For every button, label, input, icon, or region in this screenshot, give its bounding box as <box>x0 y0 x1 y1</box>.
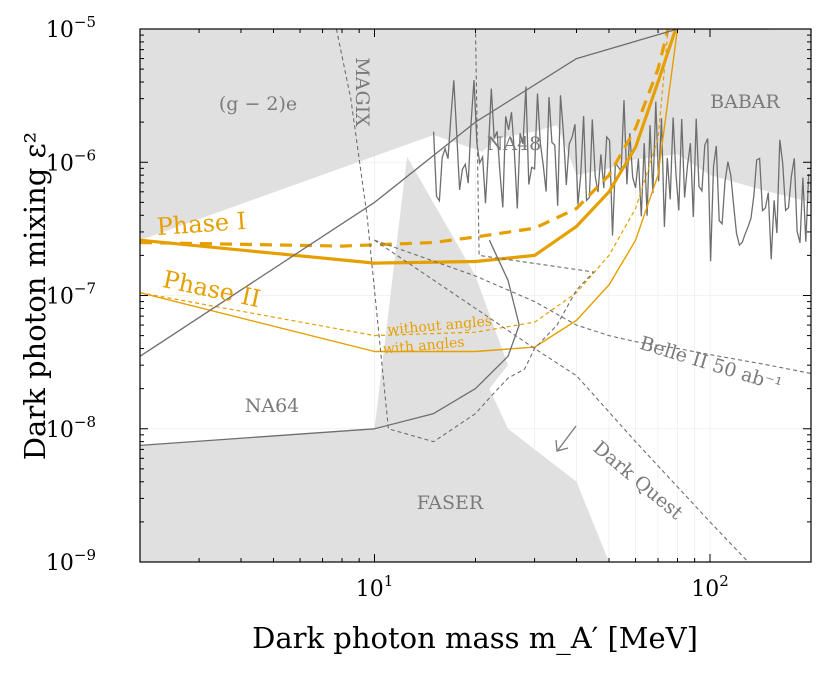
y-tick-label: 10−5 <box>46 13 96 43</box>
y-tick-label: 10−7 <box>46 280 96 310</box>
na64-label: NA64 <box>245 395 300 417</box>
x-axis-label: Dark photon mass m_A′ [MeV] <box>252 621 698 656</box>
curve-phase-ii-without-angles <box>140 29 669 337</box>
y-tick-label: 10−9 <box>46 546 96 576</box>
curve-na64-solid- <box>140 239 520 447</box>
x-tick-label: 101 <box>356 572 394 602</box>
g2e-label: (g − 2)e <box>219 93 297 115</box>
sensitivity-curves <box>140 29 811 562</box>
curve-magix-dashed- <box>335 29 595 443</box>
with-angles-label: with angles <box>382 334 465 357</box>
na48-label: NA48 <box>487 133 542 155</box>
curve-phase-ii-with-angles <box>140 29 679 353</box>
axis-ticks: 101 102 10−9 10−8 10−7 10−6 10−5 <box>46 13 812 602</box>
faser-label: FASER <box>417 492 484 514</box>
excluded-region-0 <box>140 29 811 241</box>
babar-label: BABAR <box>710 91 780 113</box>
curve--g-2-e-solid- <box>140 29 770 357</box>
darkquest-arrow-icon <box>555 425 577 452</box>
curve-dark-quest-dashed- <box>374 239 749 562</box>
y-tick-label: 10−8 <box>46 413 96 443</box>
y-tick-label: 10−6 <box>46 146 96 176</box>
magix-label: MAGIX <box>351 57 373 127</box>
excluded-region-1 <box>140 156 610 562</box>
curve-belle-ii-50-ab-1-dashed- <box>374 239 811 375</box>
phase1-label: Phase I <box>156 207 247 241</box>
x-tick-label: 102 <box>691 572 729 602</box>
curve-phase-i-solid- <box>140 29 678 265</box>
y-axis-label: Dark photon mixing ε² <box>18 132 52 460</box>
curve-phase-i-dashed- <box>140 29 670 248</box>
